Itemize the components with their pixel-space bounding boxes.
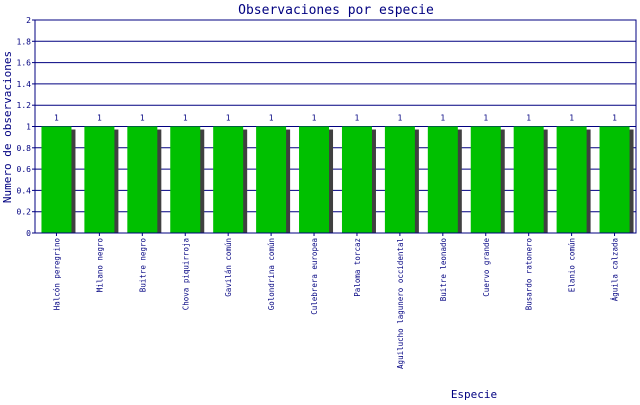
labels: 0 0.2 0.4 0.6 0.8 1 1.2 1.4 1.6 1.8 2 1 Halcón pereg… (17, 16, 620, 369)
x-axis-label: Especie (451, 388, 497, 400)
x-tick-label: Buitre leonado (439, 238, 448, 302)
x-tick-label: Buitre negro (138, 238, 147, 293)
x-tick-label: Halcón peregrino (52, 238, 61, 311)
data-label: 1 (226, 114, 231, 123)
x-tick-label: Busardo ratonero (525, 238, 534, 311)
bar-7 (299, 126, 330, 233)
y-tick-label: 0 (26, 229, 31, 238)
x-tick-label: Paloma torcaz (353, 238, 362, 297)
data-label: 1 (397, 114, 402, 123)
data-label: 1 (97, 114, 102, 123)
x-tick-label: Águila calzada (611, 238, 620, 301)
bar-13 (556, 126, 587, 233)
chart-title: Observaciones por especie (238, 3, 434, 18)
data-label: 1 (312, 114, 317, 123)
x-tick-label: Aguilucho lagunero occidental (396, 238, 405, 369)
y-tick-label: 0.6 (17, 165, 32, 174)
data-label: 1 (440, 114, 445, 123)
y-tick-label: 1 (26, 123, 31, 132)
bars (41, 126, 634, 233)
x-tick-label: Gavilán común (224, 238, 233, 297)
bar-10 (427, 126, 458, 233)
y-tick-label: 0.2 (17, 208, 32, 217)
y-axis-label: Numero de observaciones (1, 51, 14, 203)
x-tick-label: Culebrera europea (310, 238, 319, 315)
x-tick-label: Cuervo grande (482, 238, 491, 297)
x-tick-label: Golondrina común (267, 238, 276, 310)
y-tick-label: 1.8 (17, 37, 32, 46)
y-tick-label: 1.4 (17, 80, 32, 89)
bar-4 (170, 126, 201, 233)
x-tick-label: Elanio común (568, 238, 577, 292)
x-tick-label: Chova piquirroja (181, 238, 190, 310)
bar-1 (41, 126, 72, 233)
data-label: 1 (526, 114, 531, 123)
bar-6 (256, 126, 287, 233)
axes (32, 19, 637, 236)
y-tick-label: 1.2 (17, 101, 32, 110)
x-tick-label: Milano negro (95, 238, 104, 293)
bar-2 (84, 126, 115, 233)
data-label: 1 (183, 114, 188, 123)
bar-8 (341, 126, 372, 233)
y-tick-label: 2 (26, 16, 31, 25)
bar-9 (384, 126, 415, 233)
data-label: 1 (612, 114, 617, 123)
data-label: 1 (269, 114, 274, 123)
bar-14 (599, 126, 630, 233)
y-tick-label: 0.8 (17, 144, 32, 153)
plot-frame (34, 19, 637, 234)
y-tick-label: 1.6 (17, 59, 32, 68)
data-label: 1 (483, 114, 488, 123)
bar-5 (213, 126, 244, 233)
bar-3 (127, 126, 158, 233)
data-label: 1 (140, 114, 145, 123)
data-label: 1 (569, 114, 574, 123)
bar-11 (470, 126, 501, 233)
y-tick-label: 0.4 (17, 186, 32, 195)
bar-12 (513, 126, 544, 233)
data-label: 1 (54, 114, 59, 123)
data-label: 1 (355, 114, 360, 123)
